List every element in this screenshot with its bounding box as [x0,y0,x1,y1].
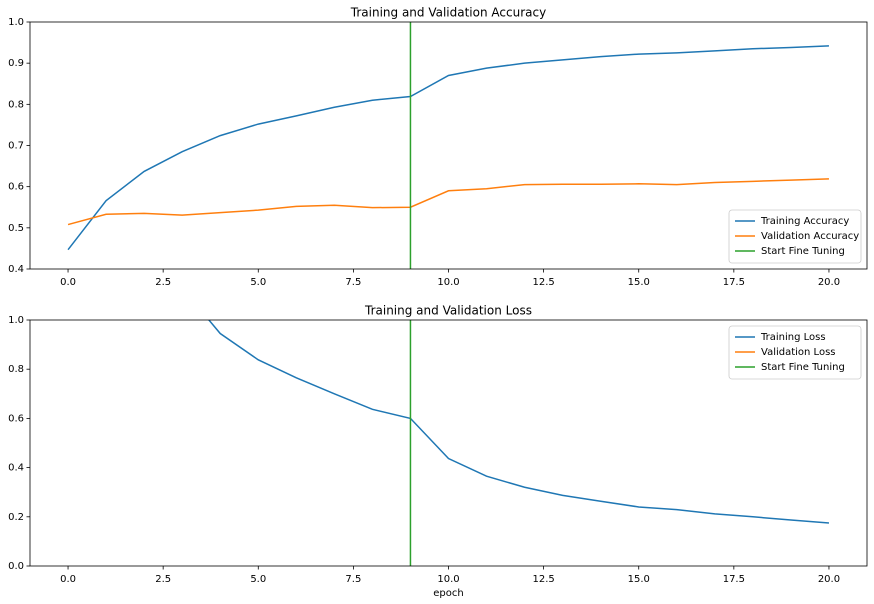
y-tick-label: 0.7 [8,141,24,152]
y-tick-label: 0.6 [8,413,24,424]
y-tick-label: 0.5 [8,223,24,234]
series-line [207,320,830,524]
legend: Training Accuracy Validation Accuracy Star… [728,209,862,264]
series-line [67,45,829,251]
x-tick-label: 5.0 [250,574,266,585]
legend-label: Validation Accuracy [761,231,859,242]
x-axis-label: epoch [433,588,463,599]
legend-label: Start Fine Tuning [761,362,845,373]
x-tick-label: 10.0 [437,574,459,585]
subplot: Training and Validation Accuracy 0.0 2.5 5.… [8,6,868,288]
y-tick-label: 0.4 [8,463,24,474]
x-tick-label: 20.0 [818,277,840,288]
legend: Training Loss Validation Loss Start Fine T… [728,325,862,380]
legend-box [728,209,862,264]
x-tick-label: 2.5 [155,277,171,288]
x-tick-label: 7.5 [345,574,361,585]
legend-label: Training Accuracy [760,216,849,227]
x-tick-label: 17.5 [723,574,745,585]
legend-label: Start Fine Tuning [761,246,845,257]
x-tick-label: 12.5 [532,574,554,585]
x-tick-label: 15.0 [628,574,650,585]
y-tick-label: 0.9 [8,58,24,69]
x-tick-label: 20.0 [818,574,840,585]
y-tick-label: 0.2 [8,512,24,523]
axes-frame [29,21,868,270]
axes-frame [29,319,868,567]
y-tick-label: 0.8 [8,99,24,110]
x-tick-label: 7.5 [345,277,361,288]
subplot: Training and Validation Loss 0.0 2.5 5.0 7.5… [8,222,868,599]
chart-title: Training and Validation Accuracy [350,6,546,20]
legend-label: Training Loss [760,332,826,343]
x-tick-label: 10.0 [437,277,459,288]
series-line [68,222,829,259]
y-tick-label: 1.0 [8,315,24,326]
y-tick-label: 0.8 [8,364,24,375]
chart-title: Training and Validation Loss [364,304,532,318]
y-tick-label: 0.0 [8,561,24,572]
x-tick-label: 2.5 [155,574,171,585]
x-tick-label: 0.0 [60,277,76,288]
x-tick-label: 15.0 [628,277,650,288]
x-tick-label: 12.5 [532,277,554,288]
legend-label: Validation Loss [761,347,836,358]
y-tick-label: 0.6 [8,182,24,193]
x-tick-label: 5.0 [250,277,266,288]
series-line [67,178,829,226]
x-tick-label: 0.0 [60,574,76,585]
legend-box [728,325,862,380]
y-tick-label: 1.0 [8,17,24,28]
x-tick-label: 17.5 [723,277,745,288]
y-tick-label: 0.4 [8,264,24,275]
